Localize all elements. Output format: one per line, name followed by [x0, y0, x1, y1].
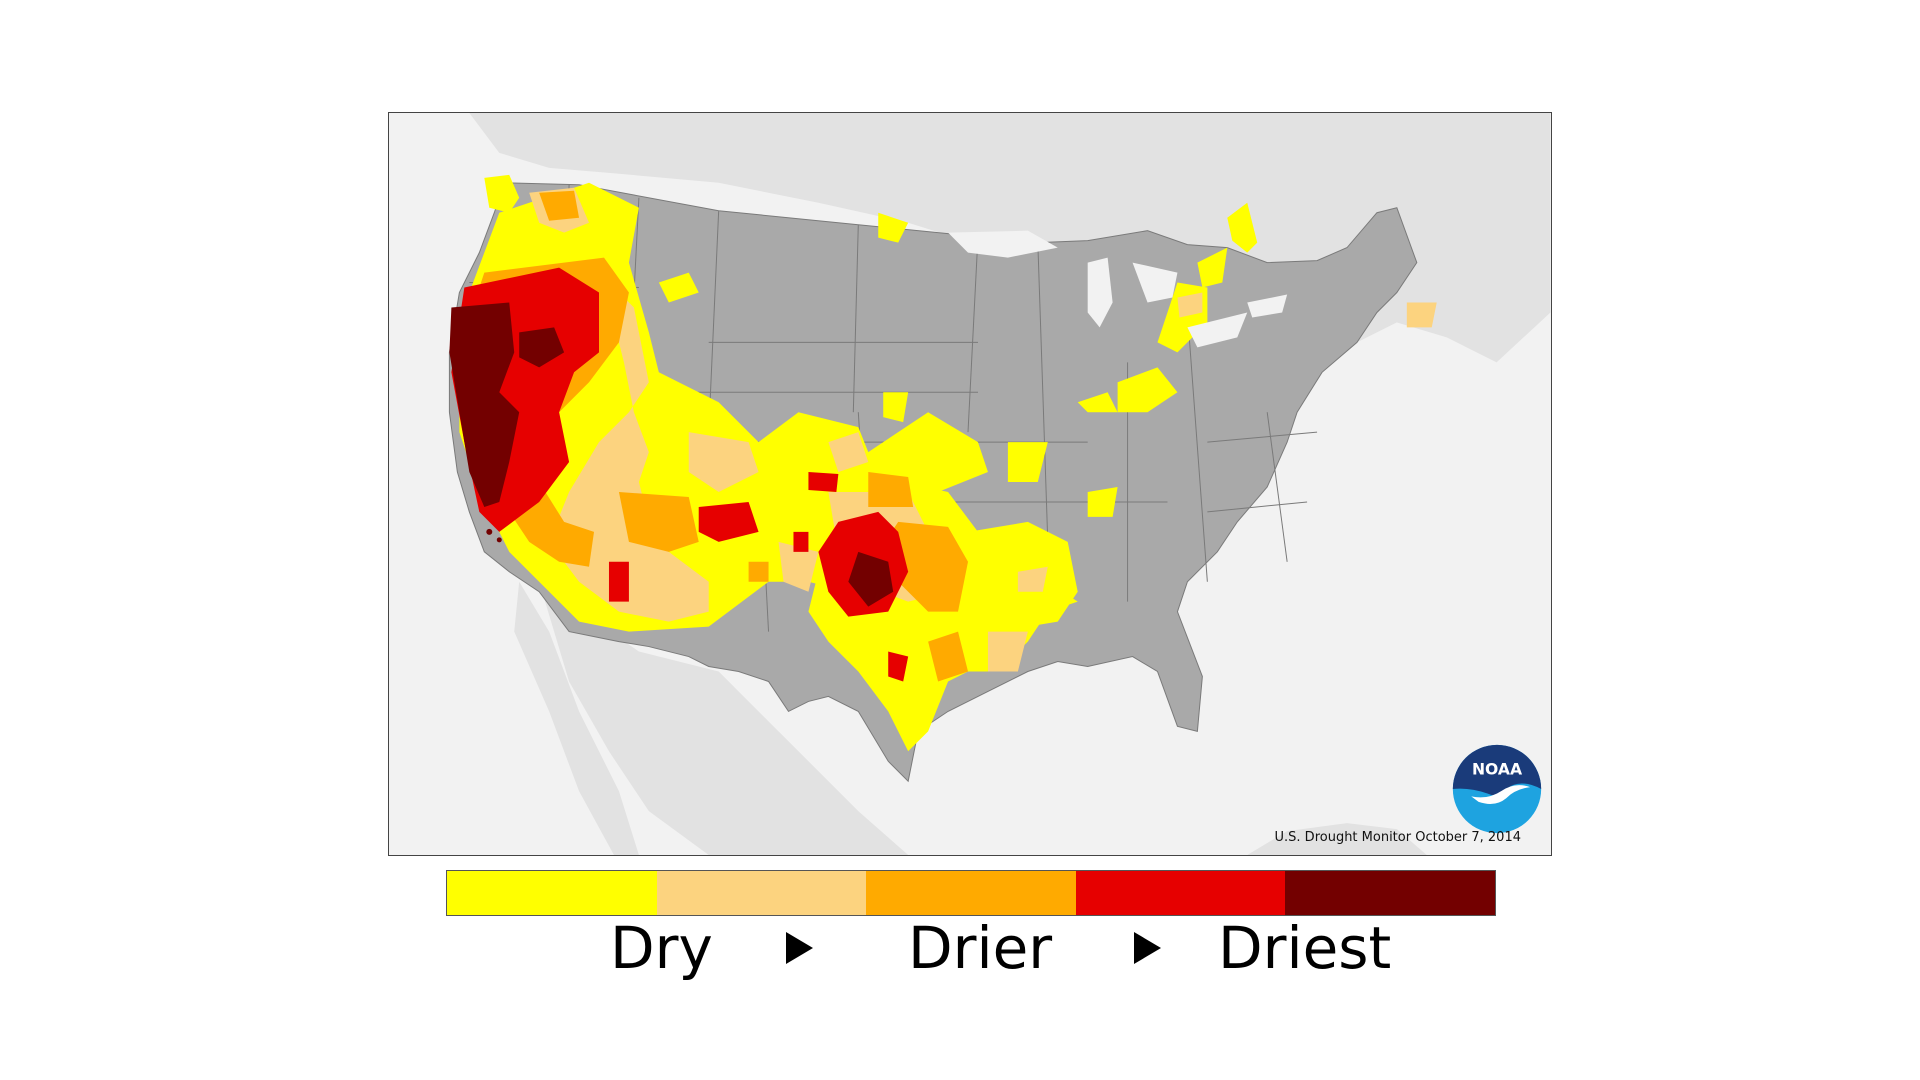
- legend-swatch-4: [1075, 871, 1286, 915]
- caribbean-landmass: [1247, 823, 1427, 855]
- drought-layer-d4: [449, 302, 894, 607]
- legend-label-drier: Drier: [908, 914, 1053, 982]
- great-lakes: [948, 230, 1288, 348]
- drought-map: NOAA U.S. Drought Monitor October 7, 201…: [388, 112, 1552, 856]
- baja-landmass: [514, 581, 639, 855]
- map-credit: U.S. Drought Monitor October 7, 2014: [1274, 830, 1521, 845]
- noaa-logo-text: NOAA: [1472, 759, 1523, 778]
- right-triangle-icon: [1134, 932, 1161, 964]
- legend-swatch-2: [656, 871, 867, 915]
- noaa-logo-icon: NOAA: [1451, 743, 1543, 835]
- legend-label-dry: Dry: [610, 914, 713, 982]
- legend-label-driest: Driest: [1218, 914, 1392, 982]
- channel-islands: [486, 528, 502, 543]
- legend-swatch-5: [1285, 871, 1495, 915]
- legend-swatch-3: [866, 871, 1076, 915]
- right-triangle-icon: [786, 932, 813, 964]
- mexico-landmass: [539, 581, 909, 855]
- legend-color-bar: [446, 870, 1496, 916]
- legend-swatch-1: [447, 871, 657, 915]
- us-drought-map-svg: [448, 113, 1551, 855]
